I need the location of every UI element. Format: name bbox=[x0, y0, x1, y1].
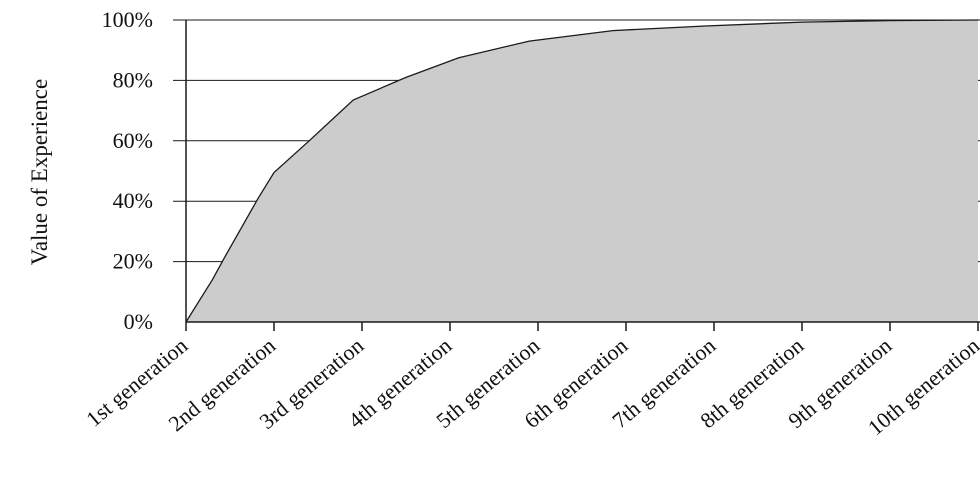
y-tick-label: 60% bbox=[113, 128, 153, 153]
area-fill bbox=[186, 20, 978, 322]
area-outline bbox=[185, 19, 979, 323]
area-series bbox=[185, 19, 979, 323]
y-tick-label: 40% bbox=[113, 188, 153, 213]
axes bbox=[185, 20, 980, 331]
y-tick-label: 80% bbox=[113, 67, 153, 92]
y-axis-title: Value of Experience bbox=[27, 79, 52, 265]
y-tick-label: 20% bbox=[113, 249, 153, 274]
y-tick-label: 0% bbox=[124, 309, 153, 334]
y-tick-labels: 0% 20% 40% 60% 80% 100% bbox=[102, 7, 153, 334]
y-tick-label: 100% bbox=[102, 7, 153, 32]
